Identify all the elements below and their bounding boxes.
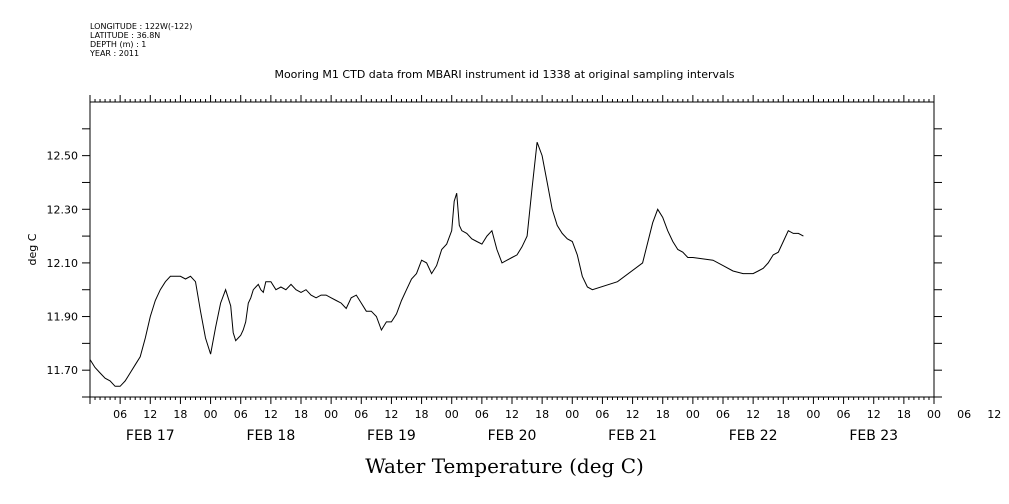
- y-tick-label: 11.90: [47, 311, 79, 324]
- x-hour-label: 06: [837, 408, 851, 421]
- x-hour-label: 12: [264, 408, 278, 421]
- y-tick-label: 12.50: [47, 150, 79, 163]
- plot-frame: [89, 101, 935, 398]
- x-axis-title: Water Temperature (deg C): [365, 454, 644, 478]
- x-hour-label: 06: [475, 408, 489, 421]
- x-hour-label: 18: [535, 408, 549, 421]
- x-hour-label: 06: [234, 408, 248, 421]
- x-hour-label: 00: [927, 408, 941, 421]
- x-hour-label: 00: [565, 408, 579, 421]
- x-hour-label: 18: [173, 408, 187, 421]
- y-tick-label: 12.10: [47, 257, 79, 270]
- x-hour-label: 00: [324, 408, 338, 421]
- x-hour-label: 18: [656, 408, 670, 421]
- x-day-label: FEB 18: [246, 428, 295, 444]
- x-hour-label: 12: [505, 408, 519, 421]
- x-hour-label: 00: [445, 408, 459, 421]
- x-day-label: FEB 23: [849, 428, 898, 444]
- x-hour-label: 18: [294, 408, 308, 421]
- x-hour-label: 00: [806, 408, 820, 421]
- x-day-label: FEB 17: [126, 428, 175, 444]
- y-tick-label: 11.70: [47, 364, 79, 377]
- x-hour-label: 18: [897, 408, 911, 421]
- x-hour-label: 00: [204, 408, 218, 421]
- depth-text: DEPTH (m) : 1: [90, 40, 147, 49]
- x-hour-label: 06: [716, 408, 730, 421]
- x-hour-label: 06: [113, 408, 127, 421]
- x-hour-label: 06: [354, 408, 368, 421]
- x-hour-label: 06: [595, 408, 609, 421]
- x-day-label: FEB 20: [488, 428, 537, 444]
- x-hour-label: 12: [867, 408, 881, 421]
- x-hour-label: 12: [746, 408, 760, 421]
- longitude-text: LONGITUDE : 122W(-122): [90, 22, 193, 31]
- x-hour-label: 00: [686, 408, 700, 421]
- year-text: YEAR : 2011: [90, 49, 140, 58]
- y-tick-label: 12.30: [47, 203, 79, 216]
- x-hour-label: 18: [415, 408, 429, 421]
- temperature-series-line: [89, 142, 804, 387]
- x-day-label: FEB 22: [729, 428, 778, 444]
- y-axis-title: deg C: [26, 233, 39, 265]
- metadata-block: LONGITUDE : 122W(-122) LATITUDE : 36.8N …: [90, 22, 192, 58]
- chart-title: Mooring M1 CTD data from MBARI instrumen…: [274, 68, 735, 81]
- x-day-label: FEB 21: [608, 428, 657, 444]
- x-hour-label: 06: [957, 408, 971, 421]
- latitude-text: LATITUDE : 36.8N: [90, 31, 161, 40]
- x-hour-label: 12: [987, 408, 1001, 421]
- x-hour-label: 12: [384, 408, 398, 421]
- x-hour-label: 12: [626, 408, 640, 421]
- x-hour-label: 12: [143, 408, 157, 421]
- x-day-label: FEB 19: [367, 428, 416, 444]
- x-hour-label: 18: [776, 408, 790, 421]
